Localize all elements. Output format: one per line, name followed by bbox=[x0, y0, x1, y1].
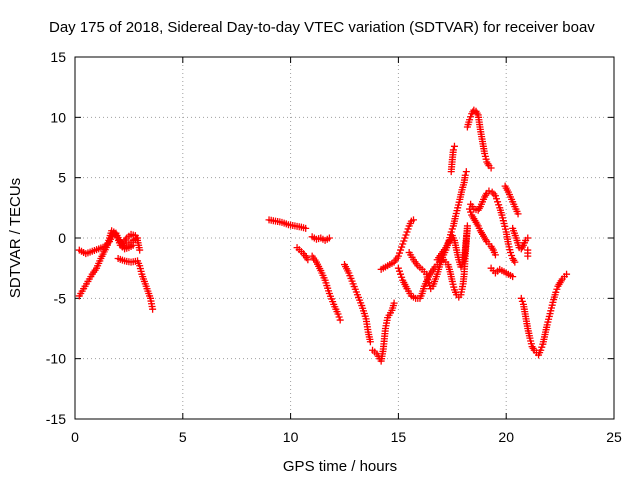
y-tick-label: 5 bbox=[58, 170, 66, 186]
data-point bbox=[398, 273, 406, 281]
data-point bbox=[400, 237, 408, 245]
x-tick-label: 25 bbox=[606, 429, 622, 445]
data-points bbox=[75, 106, 571, 365]
data-point bbox=[409, 216, 417, 224]
data-point bbox=[399, 240, 407, 248]
x-axis-label: GPS time / hours bbox=[283, 458, 397, 475]
data-point bbox=[325, 234, 333, 242]
data-point bbox=[507, 248, 515, 256]
data-point bbox=[495, 201, 503, 209]
data-point bbox=[334, 310, 342, 318]
y-tick-label: 0 bbox=[58, 230, 66, 246]
data-point bbox=[524, 252, 532, 260]
data-point bbox=[485, 187, 493, 195]
data-point bbox=[467, 208, 475, 216]
data-point bbox=[524, 234, 532, 242]
grid bbox=[75, 57, 614, 419]
data-point bbox=[491, 192, 499, 200]
data-point bbox=[492, 195, 500, 203]
data-point bbox=[491, 251, 499, 259]
data-point bbox=[463, 224, 471, 232]
data-point bbox=[336, 316, 344, 324]
data-point bbox=[136, 246, 144, 254]
data-point bbox=[508, 251, 516, 259]
data-point bbox=[390, 299, 398, 307]
y-tick-label: -15 bbox=[46, 411, 66, 427]
y-tick-label: -5 bbox=[54, 290, 67, 306]
data-point bbox=[397, 246, 405, 254]
chart-title: Day 175 of 2018, Sidereal Day-to-day VTE… bbox=[49, 19, 595, 36]
data-point bbox=[395, 267, 403, 275]
data-point bbox=[394, 264, 402, 272]
data-point bbox=[404, 225, 412, 233]
data-point bbox=[302, 224, 310, 232]
data-point bbox=[514, 210, 522, 218]
data-point bbox=[335, 313, 343, 321]
data-point bbox=[511, 258, 519, 266]
data-point bbox=[461, 171, 469, 179]
y-tick-label: 10 bbox=[50, 109, 66, 125]
data-point bbox=[398, 243, 406, 251]
data-point bbox=[517, 294, 525, 302]
data-point bbox=[366, 338, 374, 346]
axis-ticks: 0 5 10 15 20 25 -15 -10 -5 0 5 10 15 bbox=[46, 49, 622, 445]
data-point bbox=[448, 225, 456, 233]
data-point bbox=[397, 270, 405, 278]
data-point bbox=[537, 346, 545, 354]
data-point bbox=[304, 256, 312, 264]
data-point bbox=[395, 249, 403, 257]
y-tick-label: 15 bbox=[50, 49, 66, 65]
data-point bbox=[394, 252, 402, 260]
data-point bbox=[494, 198, 502, 206]
data-point bbox=[462, 168, 470, 176]
data-point bbox=[518, 297, 526, 305]
data-point bbox=[466, 116, 474, 124]
data-point bbox=[449, 146, 457, 154]
data-point bbox=[563, 270, 571, 278]
data-point bbox=[467, 113, 475, 121]
x-tick-label: 0 bbox=[71, 429, 79, 445]
data-point bbox=[487, 164, 495, 172]
x-tick-label: 5 bbox=[179, 429, 187, 445]
x-tick-label: 20 bbox=[498, 429, 514, 445]
y-tick-label: -10 bbox=[46, 351, 66, 367]
data-point bbox=[450, 142, 458, 150]
x-tick-label: 15 bbox=[391, 429, 407, 445]
data-point bbox=[425, 279, 433, 287]
data-point bbox=[553, 285, 561, 293]
data-point bbox=[509, 273, 517, 281]
data-point bbox=[552, 288, 560, 296]
x-tick-label: 10 bbox=[283, 429, 299, 445]
data-point bbox=[403, 228, 411, 236]
data-point bbox=[538, 343, 546, 351]
y-axis-label: SDTVAR / TECUs bbox=[7, 178, 24, 298]
data-point bbox=[402, 231, 410, 239]
data-point bbox=[401, 234, 409, 242]
data-point bbox=[149, 305, 157, 313]
